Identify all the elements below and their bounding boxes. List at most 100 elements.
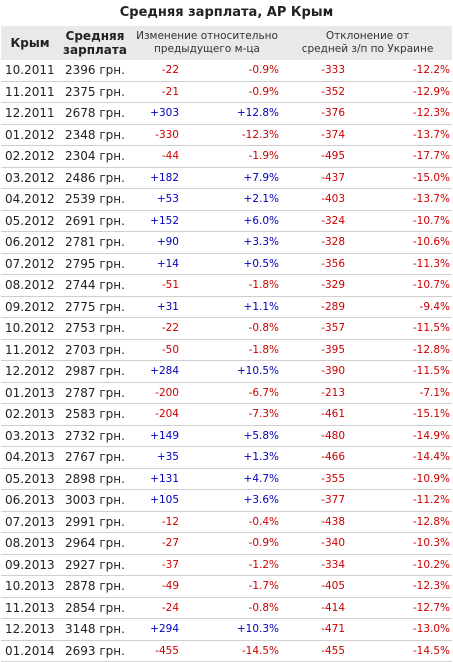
- cell-change-abs: +303: [131, 102, 183, 125]
- cell-month: 06.2012: [1, 231, 59, 254]
- cell-salary: 2781 грн.: [59, 231, 131, 254]
- cell-change-pct: +2.1%: [183, 188, 284, 211]
- cell-salary: 2583 грн.: [59, 403, 131, 426]
- cell-change-pct: +1.1%: [183, 296, 284, 318]
- table-row: 05.2013 2898 грн. +131 +4.7% -355 -10.9%: [1, 468, 453, 490]
- cell-change-pct: -1.2%: [183, 554, 284, 576]
- cell-change-abs: -330: [131, 124, 183, 146]
- table-row: 11.2012 2703 грн. -50 -1.8% -395 -12.8%: [1, 339, 453, 361]
- table-row: 10.2012 2753 грн. -22 -0.8% -357 -11.5%: [1, 317, 453, 340]
- cell-change-pct: -0.9%: [183, 532, 284, 555]
- cell-month: 05.2012: [1, 210, 59, 232]
- cell-change-abs: +14: [131, 253, 183, 275]
- header-change-line2: предыдущего м-ца: [154, 43, 260, 55]
- cell-deviation-abs: -461: [283, 403, 350, 426]
- cell-deviation-abs: -414: [283, 597, 350, 619]
- cell-month: 03.2012: [1, 167, 59, 189]
- cell-change-pct: +10.3%: [183, 618, 284, 641]
- salary-table: Крым Средняя зарплата Изменение относите…: [1, 26, 453, 662]
- cell-deviation-abs: -390: [283, 360, 350, 383]
- cell-deviation-pct: -10.7%: [349, 210, 453, 232]
- table-row: 07.2012 2795 грн. +14 +0.5% -356 -11.3%: [1, 253, 453, 275]
- header-deviation-line2: средней з/п по Украине: [301, 43, 434, 55]
- cell-change-abs: -21: [131, 81, 183, 103]
- header-salary-line1: Средняя: [65, 29, 125, 43]
- cell-month: 07.2012: [1, 253, 59, 275]
- cell-change-abs: +90: [131, 231, 183, 254]
- cell-change-abs: -27: [131, 532, 183, 555]
- cell-change-pct: -7.3%: [183, 403, 284, 426]
- cell-deviation-pct: -11.5%: [349, 360, 453, 383]
- cell-month: 04.2013: [1, 446, 59, 469]
- cell-month: 11.2013: [1, 597, 59, 619]
- cell-deviation-pct: -14.9%: [349, 425, 453, 447]
- cell-month: 12.2012: [1, 360, 59, 383]
- cell-salary: 2732 грн.: [59, 425, 131, 447]
- header-salary: Средняя зарплата: [59, 26, 131, 60]
- cell-change-pct: -1.8%: [183, 339, 284, 361]
- cell-change-pct: -0.9%: [183, 60, 284, 82]
- table-row: 03.2013 2732 грн. +149 +5.8% -480 -14.9%: [1, 425, 453, 447]
- cell-salary: 2304 грн.: [59, 145, 131, 168]
- cell-salary: 2987 грн.: [59, 360, 131, 383]
- cell-month: 03.2013: [1, 425, 59, 447]
- cell-salary: 2678 грн.: [59, 102, 131, 125]
- header-deviation-line1: Отклонение от: [325, 30, 410, 42]
- cell-month: 08.2013: [1, 532, 59, 555]
- cell-deviation-pct: -10.6%: [349, 231, 453, 254]
- cell-deviation-pct: -15.1%: [349, 403, 453, 426]
- cell-deviation-pct: -14.4%: [349, 446, 453, 469]
- cell-deviation-pct: -10.7%: [349, 274, 453, 297]
- cell-month: 02.2012: [1, 145, 59, 168]
- cell-change-pct: -1.8%: [183, 274, 284, 297]
- cell-salary: 2539 грн.: [59, 188, 131, 211]
- cell-change-pct: -0.4%: [183, 511, 284, 533]
- cell-month: 12.2013: [1, 618, 59, 641]
- table-body: 10.2011 2396 грн. -22 -0.9% -333 -12.2% 11.201…: [1, 60, 453, 662]
- cell-month: 08.2012: [1, 274, 59, 297]
- table-row: 12.2013 3148 грн. +294 +10.3% -471 -13.0%: [1, 618, 453, 641]
- cell-change-pct: +10.5%: [183, 360, 284, 383]
- cell-salary: 2744 грн.: [59, 274, 131, 297]
- table-row: 09.2013 2927 грн. -37 -1.2% -334 -10.2%: [1, 554, 453, 576]
- table-row: 10.2013 2878 грн. -49 -1.7% -405 -12.3%: [1, 575, 453, 598]
- cell-change-abs: -44: [131, 145, 183, 168]
- cell-salary: 2767 грн.: [59, 446, 131, 469]
- table-row: 01.2012 2348 грн. -330 -12.3% -374 -13.7%: [1, 124, 453, 146]
- cell-month: 06.2013: [1, 489, 59, 512]
- table-row: 04.2013 2767 грн. +35 +1.3% -466 -14.4%: [1, 446, 453, 469]
- table-row: 06.2013 3003 грн. +105 +3.6% -377 -11.2%: [1, 489, 453, 512]
- cell-deviation-pct: -10.2%: [349, 554, 453, 576]
- cell-change-abs: +294: [131, 618, 183, 641]
- cell-change-abs: +131: [131, 468, 183, 490]
- cell-change-abs: -200: [131, 382, 183, 404]
- cell-change-pct: -14.5%: [183, 640, 284, 662]
- cell-deviation-abs: -403: [283, 188, 350, 211]
- cell-salary: 2878 грн.: [59, 575, 131, 598]
- cell-change-abs: +35: [131, 446, 183, 469]
- table-row: 08.2013 2964 грн. -27 -0.9% -340 -10.3%: [1, 532, 453, 555]
- cell-salary: 2787 грн.: [59, 382, 131, 404]
- cell-change-abs: +31: [131, 296, 183, 318]
- cell-month: 04.2012: [1, 188, 59, 211]
- cell-deviation-pct: -13.7%: [349, 124, 453, 146]
- cell-change-abs: +53: [131, 188, 183, 211]
- table-row: 08.2012 2744 грн. -51 -1.8% -329 -10.7%: [1, 274, 453, 297]
- cell-deviation-abs: -329: [283, 274, 350, 297]
- cell-salary: 2691 грн.: [59, 210, 131, 232]
- cell-change-pct: -1.7%: [183, 575, 284, 598]
- cell-deviation-pct: -10.9%: [349, 468, 453, 490]
- header-deviation: Отклонение от средней з/п по Украине: [283, 26, 453, 60]
- cell-change-pct: -6.7%: [183, 382, 284, 404]
- page-title: Средняя зарплата, АР Крым: [119, 5, 334, 20]
- cell-month: 11.2012: [1, 339, 59, 361]
- cell-change-abs: -204: [131, 403, 183, 426]
- cell-deviation-pct: -12.9%: [349, 81, 453, 103]
- cell-deviation-abs: -471: [283, 618, 350, 641]
- cell-month: 10.2012: [1, 317, 59, 340]
- cell-deviation-abs: -395: [283, 339, 350, 361]
- cell-deviation-pct: -12.8%: [349, 511, 453, 533]
- table-row: 02.2013 2583 грн. -204 -7.3% -461 -15.1%: [1, 403, 453, 426]
- cell-salary: 2348 грн.: [59, 124, 131, 146]
- cell-deviation-abs: -340: [283, 532, 350, 555]
